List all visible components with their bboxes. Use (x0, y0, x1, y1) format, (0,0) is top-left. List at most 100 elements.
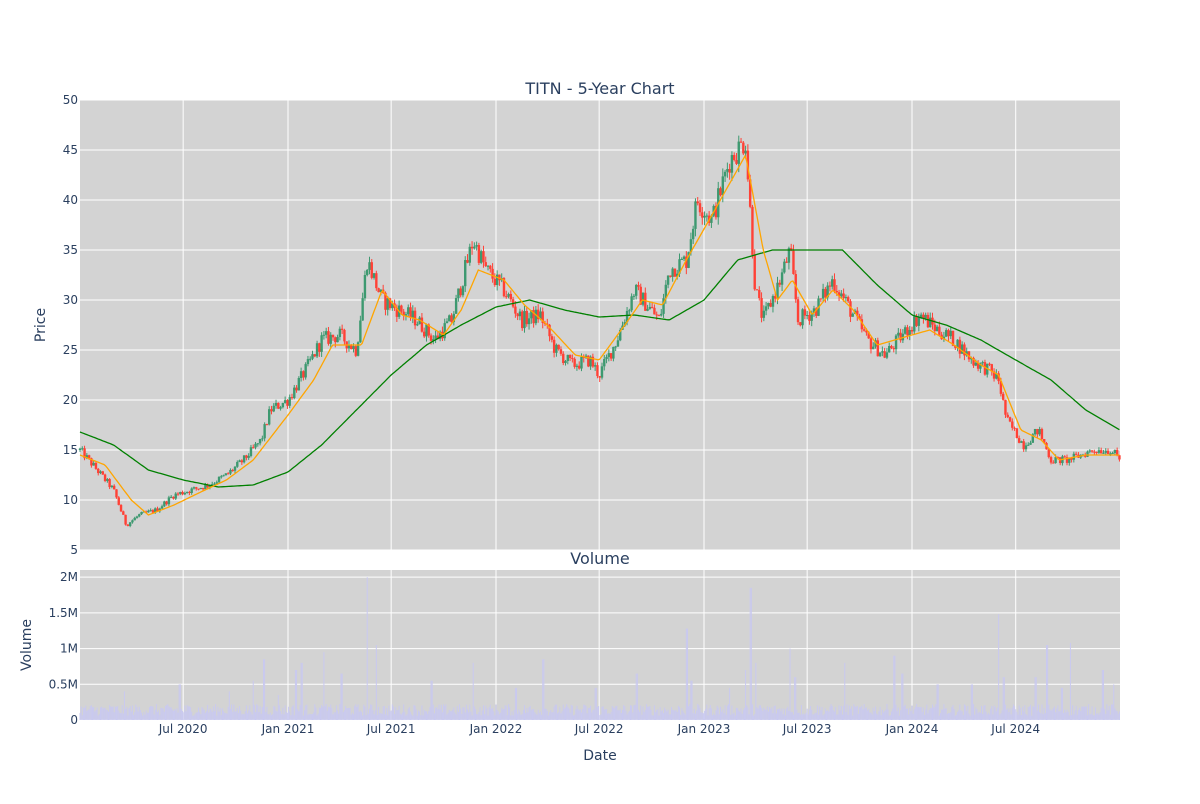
volume-bar (170, 707, 172, 720)
volume-bar (664, 707, 666, 720)
volume-bar (730, 714, 732, 720)
volume-bar (774, 705, 776, 720)
volume-bar (231, 704, 233, 720)
volume-bar (544, 708, 546, 720)
volume-bar (474, 709, 476, 720)
volume-bar (286, 712, 288, 720)
candle-increasing (630, 296, 633, 311)
volume-bar (588, 707, 590, 720)
volume-bar (665, 709, 667, 720)
volume-bar (883, 712, 885, 720)
volume-bar (485, 705, 487, 720)
volume-bar (607, 713, 609, 720)
volume-bar (204, 712, 206, 720)
volume-bar (241, 714, 243, 720)
x-axis-ticks: Jul 2020 Jan 2021 Jul 2021 Jan 2022 Jul 2022… (158, 722, 1040, 736)
volume-bar (1117, 713, 1119, 720)
volume-bar (484, 714, 486, 720)
volume-bar (141, 712, 143, 720)
volume-bar (991, 705, 993, 720)
volume-bar (995, 711, 997, 720)
volume-bar (361, 711, 363, 720)
price-y-tick-label: 20 (63, 393, 78, 407)
candle-increasing (416, 324, 419, 326)
candle-increasing (831, 279, 834, 287)
candle-increasing (844, 297, 848, 299)
volume-bar (990, 708, 992, 720)
volume-bar (501, 707, 503, 720)
volume-bar (746, 705, 748, 720)
candle-increasing (527, 318, 531, 325)
volume-bar (955, 714, 957, 720)
candle-decreasing (653, 307, 656, 315)
volume-bar (273, 705, 275, 720)
volume-bar (766, 706, 768, 720)
candle-increasing (131, 520, 134, 523)
candle-increasing (174, 493, 177, 499)
volume-bar (1006, 709, 1008, 720)
volume-bar (840, 705, 842, 720)
volume-bar (741, 713, 743, 720)
volume-y-tick-label: 1M (60, 642, 78, 656)
volume-bar (126, 706, 128, 720)
volume-bar (186, 705, 188, 720)
candle-decreasing (1017, 438, 1021, 443)
candle-decreasing (892, 348, 895, 350)
volume-bar (661, 710, 663, 720)
volume-bar (510, 715, 512, 720)
volume-bar (712, 715, 714, 720)
volume-bar (441, 712, 443, 720)
candle-decreasing (122, 511, 125, 515)
volume-bar (651, 715, 653, 720)
candle-increasing (438, 331, 442, 339)
volume-bar (1081, 706, 1083, 720)
volume-bar (986, 714, 988, 720)
volume-bar (877, 714, 879, 720)
candle-decreasing (477, 245, 481, 263)
candle-increasing (261, 438, 264, 440)
volume-bar (127, 715, 129, 720)
volume-bar (350, 714, 352, 720)
volume-bar (456, 706, 458, 720)
volume-bar (861, 705, 863, 720)
volume-bar (820, 710, 822, 720)
volume-bar (351, 712, 353, 720)
volume-bar (240, 710, 242, 720)
volume-bar (396, 710, 398, 720)
volume-bar (549, 712, 551, 720)
volume-bar (1002, 677, 1004, 720)
volume-bar (642, 706, 644, 720)
volume-bar (1056, 708, 1058, 720)
volume-bar (1108, 705, 1110, 720)
volume-bar (914, 706, 916, 720)
volume-bar (111, 706, 113, 720)
volume-bar (334, 712, 336, 720)
moving-average-short-line (79, 154, 1120, 516)
volume-bar (547, 715, 549, 720)
volume-bar (212, 706, 214, 720)
candle-increasing (347, 344, 351, 349)
volume-bar (503, 709, 505, 720)
volume-bar (270, 715, 272, 720)
volume-bar (341, 673, 343, 720)
volume-bar (586, 713, 588, 720)
volume-bar (519, 711, 521, 720)
volume-bar (827, 710, 829, 720)
candle-increasing (379, 289, 383, 293)
volume-bar (1050, 710, 1052, 720)
volume-bar (593, 709, 595, 720)
volume-bar (201, 706, 203, 720)
candle-decreasing (753, 254, 756, 290)
volume-bar (1009, 708, 1011, 720)
volume-bar (1010, 714, 1012, 720)
candle-decreasing (427, 324, 430, 336)
volume-bar (436, 707, 438, 720)
volume-bar (309, 714, 311, 720)
volume-bar (1101, 670, 1103, 720)
candle-increasing (263, 424, 266, 439)
volume-bar (1114, 708, 1116, 720)
volume-bar (422, 715, 424, 720)
volume-bar (345, 706, 347, 720)
candle-decreasing (156, 508, 159, 512)
volume-bar (373, 714, 375, 720)
